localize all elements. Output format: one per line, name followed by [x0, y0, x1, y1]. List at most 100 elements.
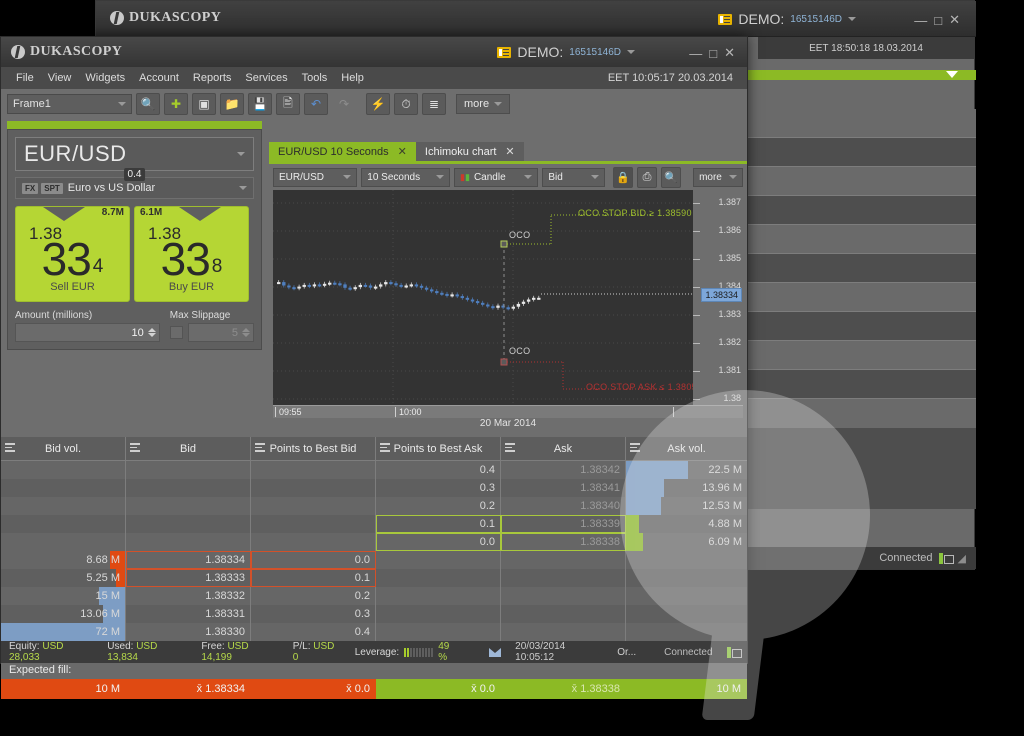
add-workspace-button[interactable]: ✚ [164, 93, 188, 115]
main-brand: DUKASCOPY [30, 44, 123, 59]
collapse-triangle-icon[interactable] [946, 71, 958, 78]
save-button[interactable]: 💾 [248, 93, 272, 115]
save-as-button[interactable]: 🖹 [276, 93, 300, 115]
find-workspace-button[interactable]: 🔍 [136, 93, 160, 115]
chart-instrument-select[interactable]: EUR/USD [273, 167, 358, 187]
chevron-down-icon[interactable] [848, 17, 856, 21]
orderbook-bid-row[interactable]: 5.25 M 1.38333 0.1 [1, 569, 747, 587]
amount-stepper[interactable] [147, 328, 156, 337]
frame-select-value: Frame1 [13, 98, 51, 110]
col-ask[interactable]: Ask [501, 437, 626, 460]
chart-period-select[interactable]: 10 Seconds [361, 167, 451, 187]
column-menu-icon[interactable] [130, 443, 140, 453]
sell-button[interactable]: 8.7M 1.38 33 4 Sell EUR [15, 206, 130, 302]
background-maximize-button[interactable]: □ [934, 12, 943, 28]
close-icon[interactable]: ✕ [505, 146, 515, 158]
slippage-stepper[interactable] [242, 328, 250, 337]
orderbook-ask-row[interactable]: 0.0 1.38338 6.09 M [1, 533, 747, 551]
open-button[interactable]: 📁 [220, 93, 244, 115]
close-icon[interactable]: ✕ [397, 146, 407, 158]
orderbook-bid-row[interactable]: 72 M 1.38330 0.4 [1, 623, 747, 641]
menu-item-file[interactable]: File [16, 72, 34, 84]
candle-icon: ▮▮ [460, 171, 470, 182]
menu-item-reports[interactable]: Reports [192, 72, 232, 84]
chart-more-button[interactable]: more [693, 167, 744, 187]
buy-side-label: Buy EUR [168, 281, 215, 294]
account-card-icon [718, 13, 733, 25]
background-logo: DUKASCOPY [110, 10, 221, 26]
buy-button[interactable]: 6.1M 1.38 33 8 Buy EUR [134, 206, 249, 302]
clock-icon: ⏱ [401, 96, 411, 111]
menu-item-account[interactable]: Account [139, 72, 179, 84]
menu-item-tools[interactable]: Tools [301, 72, 328, 84]
orderbook-bid-row[interactable]: 13.06 M 1.38331 0.3 [1, 605, 747, 623]
tab-ichimoku-chart[interactable]: Ichimoku chart ✕ [415, 142, 524, 164]
main-window: DUKASCOPY DEMO: 16515146D — □ ✕ File Vie… [0, 36, 748, 699]
col-bid[interactable]: Bid [126, 437, 251, 460]
resize-grip-icon[interactable]: ◢ [957, 552, 966, 565]
menu-item-widgets[interactable]: Widgets [85, 72, 126, 84]
background-close-button[interactable]: ✕ [949, 12, 960, 27]
fill-bid-vol: 10 M [1, 679, 126, 699]
message-icon[interactable] [488, 647, 502, 657]
chart-price-side-select[interactable]: Bid [542, 167, 605, 187]
chart-type-select[interactable]: ▮▮ Candle [454, 167, 539, 187]
col-points-best-ask[interactable]: Points to Best Ask [376, 437, 501, 460]
panel-collapse-triangle-icon[interactable] [244, 121, 256, 128]
bid-value: 1.38333 [205, 572, 245, 584]
status-orders[interactable]: Or... [617, 646, 637, 658]
orderbook-bid-row[interactable]: 15 M 1.38332 0.2 [1, 587, 747, 605]
sell-volume: 8.7M [101, 207, 124, 218]
chart-y-axis: 1.387 1.386 1.385 1.384 1.383 1.382 1.38… [693, 190, 743, 405]
column-menu-icon[interactable] [5, 443, 15, 453]
sell-vol-notch [43, 207, 85, 221]
menu-item-view[interactable]: View [47, 72, 72, 84]
background-account-block[interactable]: DEMO: 16515146D [718, 11, 856, 27]
minimize-button[interactable]: — [689, 45, 703, 61]
lock-icon[interactable]: 🔒 [612, 166, 633, 188]
zoom-in-icon[interactable]: 🔍 [661, 166, 682, 188]
column-menu-icon[interactable] [380, 443, 390, 453]
orderbook-ask-row[interactable]: 0.2 1.38340 12.53 M [1, 497, 747, 515]
redo-button[interactable]: ↷ [332, 93, 356, 115]
slippage-input[interactable]: 5 [187, 323, 254, 342]
close-button[interactable]: ✕ [724, 45, 735, 60]
history-button[interactable]: ⏱ [394, 93, 418, 115]
slippage-checkbox[interactable] [169, 326, 183, 339]
background-minimize-button[interactable]: — [914, 12, 928, 28]
col-label: Ask vol. [667, 442, 706, 455]
column-menu-icon[interactable] [505, 443, 515, 453]
undo-button[interactable]: ↶ [304, 93, 328, 115]
cell-points-best-ask: 0.0 [376, 533, 501, 551]
fast-trade-button[interactable]: ⚡ [366, 93, 390, 115]
column-menu-icon[interactable] [255, 443, 265, 453]
chart-canvas[interactable]: OCO OCO OCO STOP BID ≥ 1.38590 OCO STOP … [273, 190, 693, 405]
menu-item-help[interactable]: Help [341, 72, 364, 84]
frame-select[interactable]: Frame1 [7, 94, 132, 114]
orderbook-ask-row[interactable]: 0.3 1.38341 13.96 M [1, 479, 747, 497]
chevron-down-icon[interactable] [627, 50, 635, 54]
toolbar-more-button[interactable]: more [456, 94, 511, 114]
pair-select[interactable]: EUR/USD [15, 137, 254, 171]
bid-volume-bar [102, 605, 125, 623]
slippage-label: Max Slippage [169, 310, 231, 321]
tab-eurusd-10-seconds[interactable]: EUR/USD 10 Seconds ✕ [269, 142, 416, 164]
buy-vol-notch [179, 207, 221, 221]
ask-volume-value: 4.88 M [708, 518, 742, 530]
orderbook-bid-row[interactable]: 8.68 M 1.38334 0.0 [1, 551, 747, 569]
orderbook-ask-row[interactable]: 0.4 1.38342 22.5 M [1, 461, 747, 479]
account-selector[interactable]: DEMO: 16515146D [497, 44, 635, 60]
cell-ask [501, 551, 626, 569]
reports-button[interactable]: ≣ [422, 93, 446, 115]
col-ask-vol[interactable]: Ask vol. [626, 437, 747, 460]
column-menu-icon[interactable] [630, 443, 640, 453]
maximize-button[interactable]: □ [709, 45, 718, 61]
new-window-button[interactable]: ▣ [192, 93, 216, 115]
amount-input[interactable]: 10 [15, 323, 160, 342]
cell-bid: 1.38330 [126, 623, 251, 641]
col-bid-vol[interactable]: Bid vol. [1, 437, 126, 460]
orderbook-ask-row[interactable]: 0.1 1.38339 4.88 M [1, 515, 747, 533]
menu-item-services[interactable]: Services [245, 72, 288, 84]
zoom-fit-icon[interactable]: ⎙ [636, 166, 658, 188]
col-points-best-bid[interactable]: Points to Best Bid [251, 437, 376, 460]
